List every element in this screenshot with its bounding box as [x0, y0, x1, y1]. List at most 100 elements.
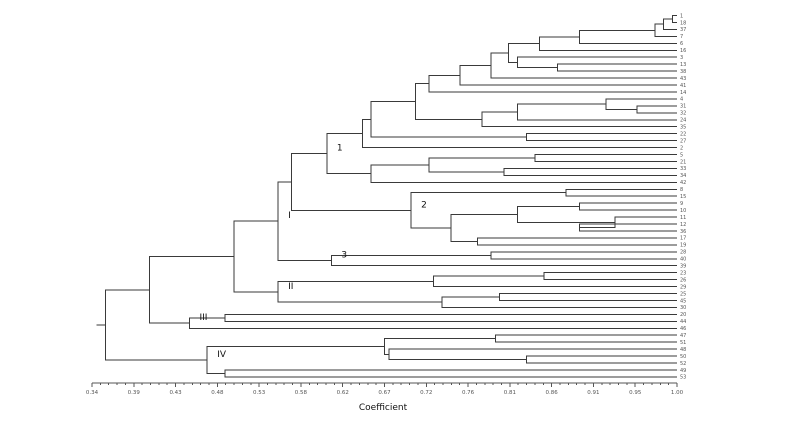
branch [410, 192, 567, 229]
leaf-label: 24 [680, 118, 686, 124]
x-tick-label: 0.86 [546, 390, 559, 396]
cluster-label: IV [217, 350, 227, 360]
leaf-label: 51 [680, 340, 686, 346]
branch [516, 103, 677, 121]
branch [384, 338, 496, 355]
cluster-label: III [200, 313, 208, 323]
x-tick-label: 0.81 [504, 390, 516, 396]
leaf-label: 3 [680, 55, 683, 61]
leaf-label: 49 [680, 368, 686, 374]
leaf-label: 47 [680, 333, 686, 339]
branch [477, 237, 677, 246]
branch [441, 296, 677, 308]
leaf-label: 32 [680, 111, 686, 117]
x-tick-label: 1.00 [671, 390, 684, 396]
x-tick-label: 0.53 [253, 390, 266, 396]
x-tick-label: 0.76 [462, 390, 475, 396]
leaf-label: 22 [680, 131, 686, 137]
leaf-label: 25 [680, 291, 686, 297]
branch [672, 15, 677, 23]
leaf-label: 4 [680, 97, 683, 103]
branch [104, 289, 208, 361]
leaf-label: 13 [680, 62, 686, 68]
leaf-label: 29 [680, 284, 686, 290]
leaf-label: 6 [680, 41, 683, 47]
leaf-label: 41 [680, 83, 686, 89]
leaf-label: 46 [680, 326, 686, 332]
leaf-label: 8 [680, 187, 683, 193]
branch [330, 254, 677, 267]
dendrogram-branches [96, 15, 677, 378]
leaf-label: 28 [680, 250, 686, 256]
leaf-label: 1 [680, 13, 683, 19]
leaf-label: 33 [680, 166, 686, 172]
branch [490, 251, 677, 260]
branch [450, 213, 518, 242]
leaf-label: 7 [680, 34, 683, 40]
x-tick-label: 0.48 [211, 390, 224, 396]
branch [233, 220, 279, 293]
branch [556, 63, 677, 72]
branch [636, 105, 677, 114]
cluster-label: II [288, 282, 293, 292]
leaf-label: 39 [680, 264, 686, 270]
leaf-label: 35 [680, 125, 686, 131]
branch [579, 202, 677, 211]
branch [494, 334, 677, 343]
branch [189, 317, 677, 329]
branch [149, 255, 234, 324]
branch [508, 43, 540, 63]
x-tick-label: 0.58 [295, 390, 308, 396]
branch [516, 56, 677, 69]
x-tick-label: 0.91 [587, 390, 599, 396]
leaf-label: 53 [680, 375, 686, 381]
branch [525, 133, 677, 142]
branch [224, 313, 677, 322]
branch [499, 293, 677, 301]
x-axis-title: Coefficient [358, 403, 408, 413]
branch [428, 157, 536, 173]
leaf-label: 23 [680, 270, 686, 276]
x-tick-label: 0.62 [337, 390, 349, 396]
leaf-label: 34 [680, 173, 686, 179]
x-tick-label: 0.43 [169, 390, 182, 396]
cluster-label: I [288, 211, 291, 221]
branch [224, 369, 677, 378]
branch [361, 118, 677, 149]
leaf-label: 21 [680, 159, 686, 165]
leaf-label: 11 [680, 215, 686, 221]
branch [432, 275, 677, 288]
branch [543, 272, 677, 281]
cluster-label: 1 [337, 144, 343, 154]
leaf-label: 10 [680, 208, 686, 214]
leaf-label: 17 [680, 236, 686, 242]
leaf-label: 37 [680, 27, 686, 33]
branch [490, 52, 677, 79]
branch [326, 132, 372, 175]
x-tick-label: 0.72 [420, 390, 432, 396]
branch [370, 100, 527, 138]
branch [539, 36, 677, 51]
branch [277, 181, 332, 261]
branch [534, 154, 677, 162]
leaf-label: 5 [680, 152, 683, 158]
x-axis: 0.34 0.39 0.43 0.48 0.53 0.58 0.62 0.67 0.72 0.76… [86, 382, 684, 396]
branch [206, 345, 385, 374]
leaf-label: 27 [680, 138, 686, 144]
branch [579, 216, 677, 228]
branch [277, 280, 443, 303]
leaf-label: 14 [680, 90, 686, 96]
leaf-label: 31 [680, 104, 686, 110]
leaf-label: 20 [680, 312, 686, 318]
leaf-labels: 1183776163133843411443132243522272521333… [680, 13, 686, 380]
branch [415, 83, 482, 120]
leaf-label: 15 [680, 194, 686, 200]
leaf-label: 12 [680, 222, 686, 228]
x-tick-label: 0.34 [86, 390, 99, 396]
branch [654, 23, 677, 37]
x-tick-label: 0.39 [128, 390, 141, 396]
leaf-label: 30 [680, 305, 686, 311]
branch [290, 153, 412, 211]
